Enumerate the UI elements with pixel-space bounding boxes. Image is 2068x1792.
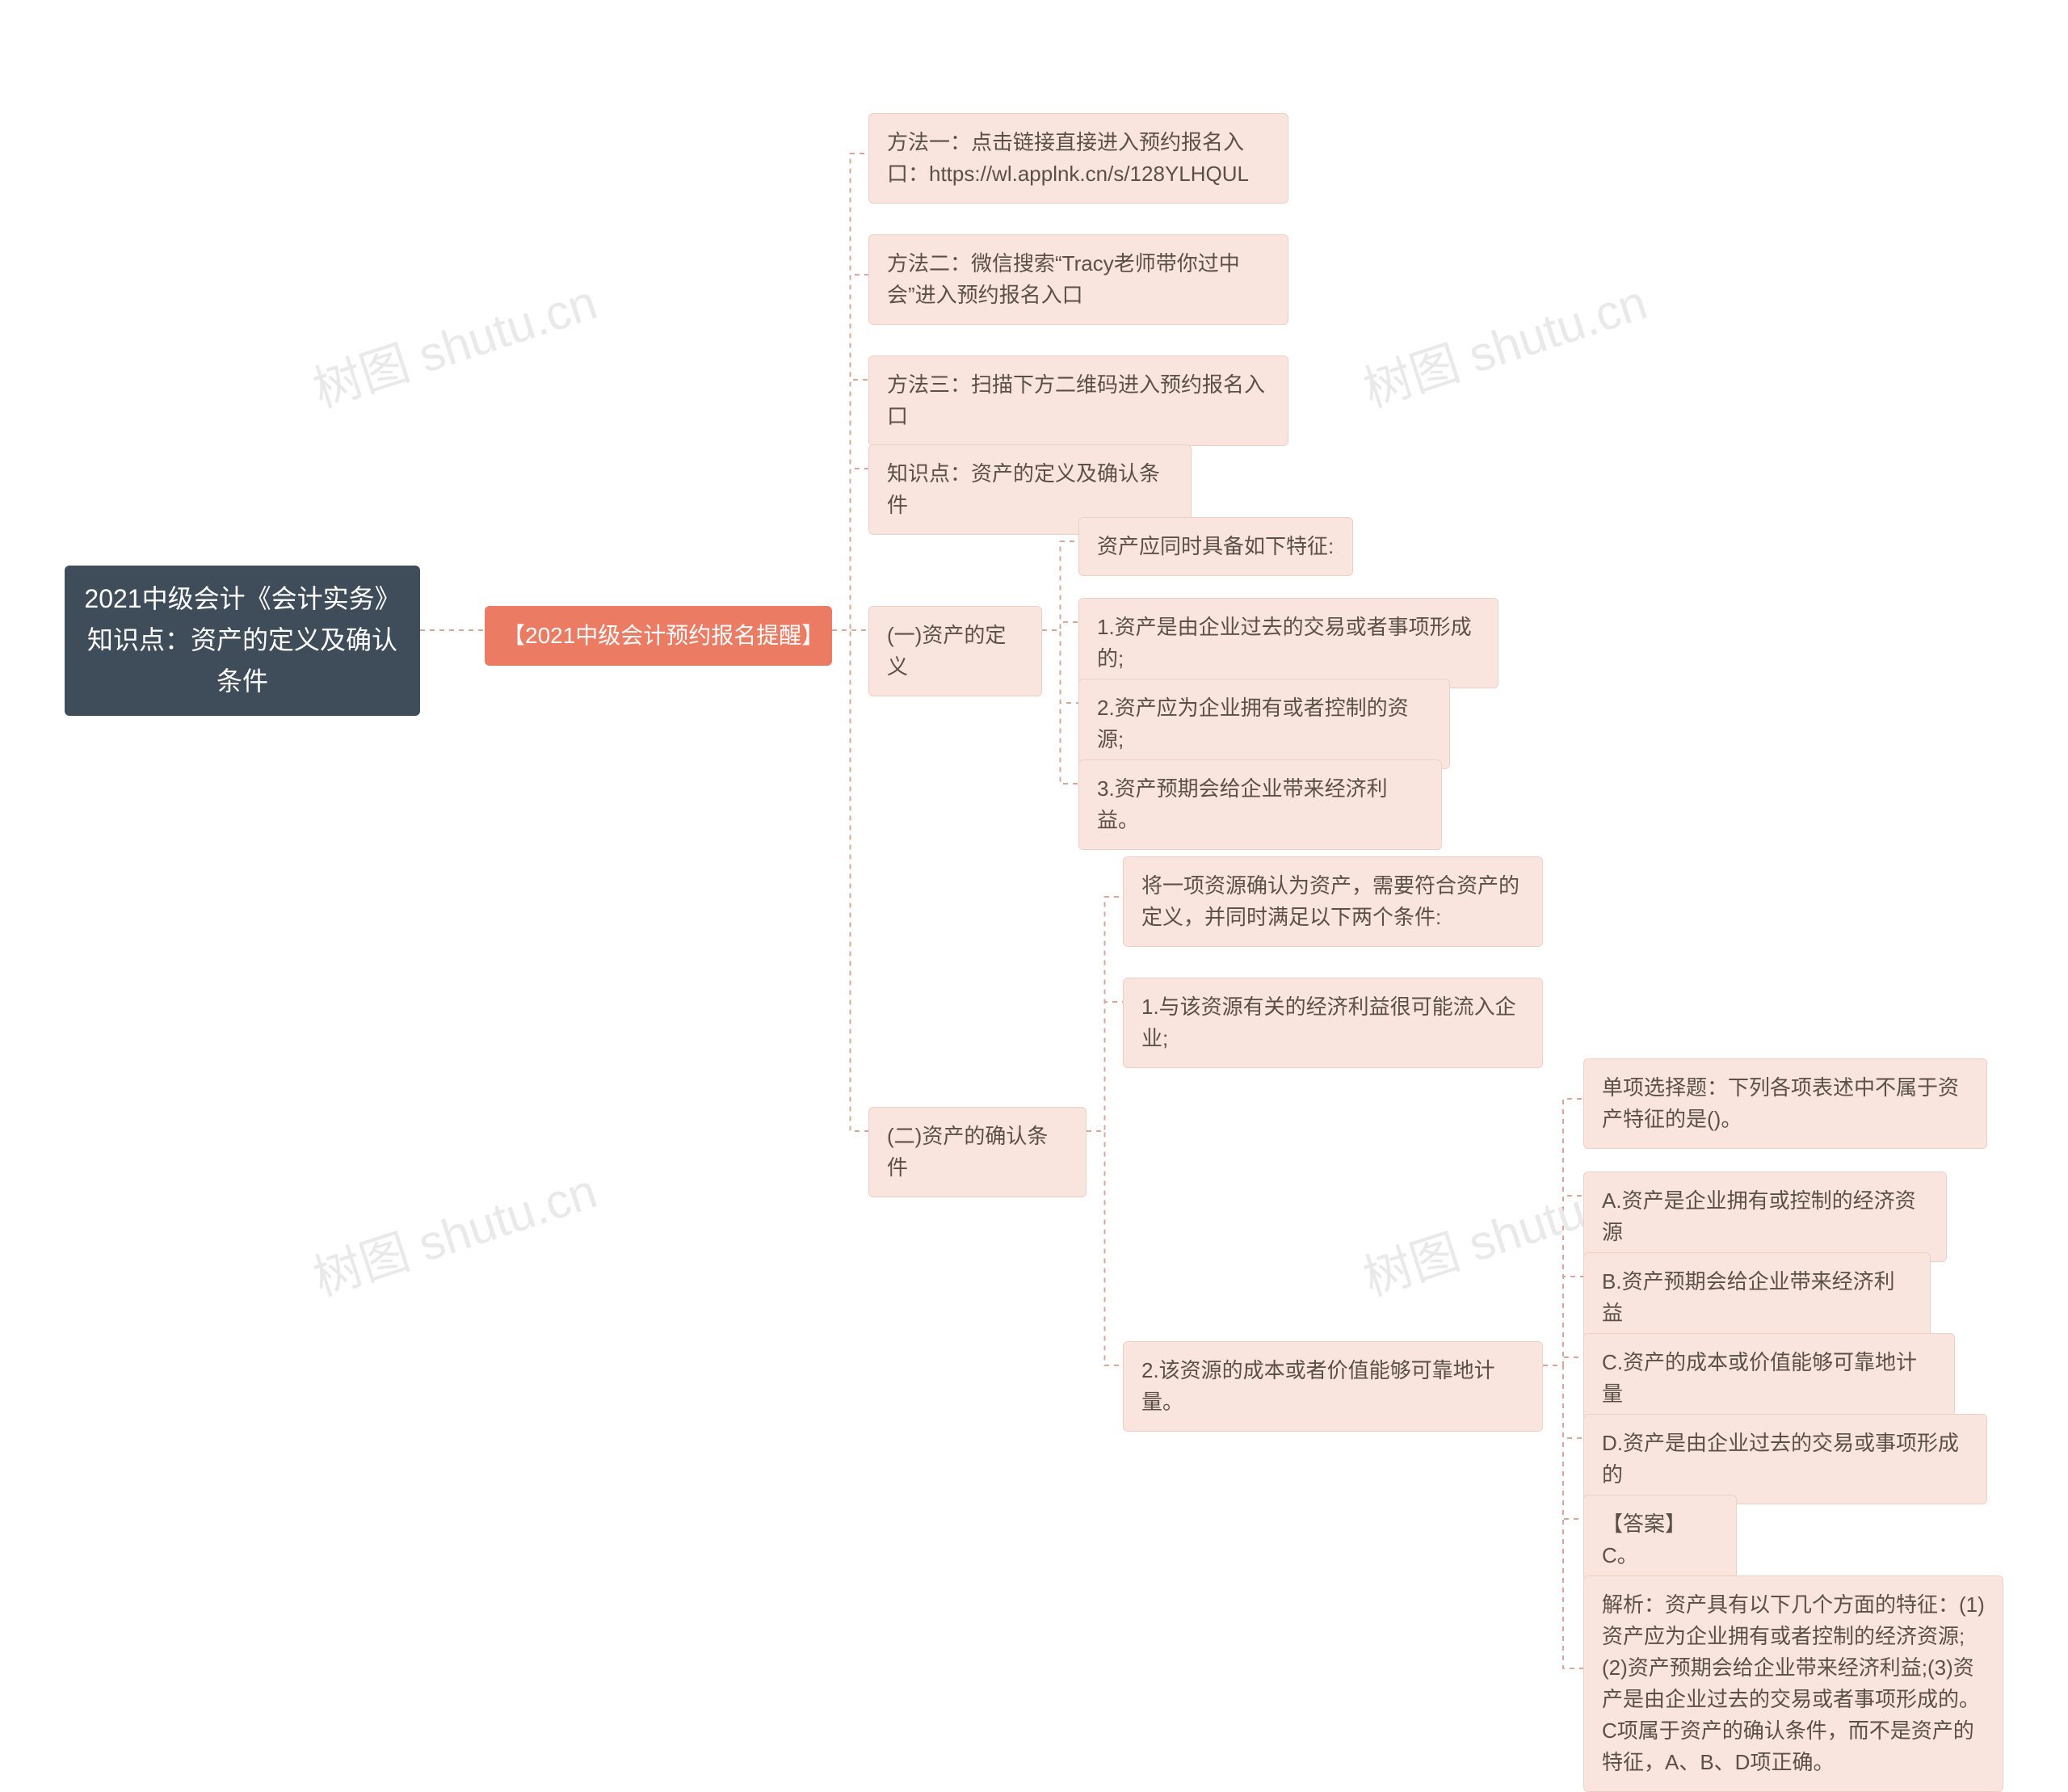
watermark: 树图 shutu.cn [1353, 263, 1654, 421]
leaf-question[interactable]: 单项选择题：下列各项表述中不属于资产特征的是()。 [1583, 1058, 1987, 1149]
branch-asset-recognition[interactable]: (二)资产的确认条件 [868, 1107, 1087, 1197]
leaf-rec-2[interactable]: 2.该资源的成本或者价值能够可靠地计量。 [1123, 1341, 1543, 1432]
leaf-option-a[interactable]: A.资产是企业拥有或控制的经济资源 [1583, 1172, 1947, 1262]
leaf-method-2[interactable]: 方法二：微信搜索“Tracy老师带你过中会”进入预约报名入口 [868, 234, 1288, 325]
leaf-def-2[interactable]: 2.资产应为企业拥有或者控制的资源; [1078, 679, 1450, 769]
leaf-def-intro[interactable]: 资产应同时具备如下特征: [1078, 517, 1353, 576]
watermark: 树图 shutu.cn [303, 263, 604, 421]
leaf-answer[interactable]: 【答案】C。 [1583, 1495, 1737, 1585]
leaf-explanation[interactable]: 解析：资产具有以下几个方面的特征：(1)资产应为企业拥有或者控制的经济资源;(2… [1583, 1575, 2003, 1792]
leaf-option-b[interactable]: B.资产预期会给企业带来经济利益 [1583, 1252, 1931, 1343]
watermark: 树图 shutu.cn [303, 1152, 604, 1310]
branch-asset-definition[interactable]: (一)资产的定义 [868, 606, 1042, 696]
leaf-def-1[interactable]: 1.资产是由企业过去的交易或者事项形成的; [1078, 598, 1498, 688]
leaf-option-c[interactable]: C.资产的成本或价值能够可靠地计量 [1583, 1333, 1955, 1424]
leaf-def-3[interactable]: 3.资产预期会给企业带来经济利益。 [1078, 759, 1442, 850]
leaf-rec-intro[interactable]: 将一项资源确认为资产，需要符合资产的定义，并同时满足以下两个条件: [1123, 856, 1543, 947]
leaf-option-d[interactable]: D.资产是由企业过去的交易或事项形成的 [1583, 1414, 1987, 1504]
leaf-method-1[interactable]: 方法一：点击链接直接进入预约报名入口：https://wl.applnk.cn/… [868, 113, 1288, 204]
root-node[interactable]: 2021中级会计《会计实务》知识点：资产的定义及确认条件 [65, 566, 420, 716]
leaf-rec-1[interactable]: 1.与该资源有关的经济利益很可能流入企业; [1123, 978, 1543, 1068]
branch-reminder[interactable]: 【2021中级会计预约报名提醒】 [485, 606, 832, 666]
leaf-method-3[interactable]: 方法三：扫描下方二维码进入预约报名入口 [868, 355, 1288, 446]
mindmap-canvas: 树图 shutu.cn 树图 shutu.cn 树图 shutu.cn 树图 s… [0, 0, 2068, 1788]
